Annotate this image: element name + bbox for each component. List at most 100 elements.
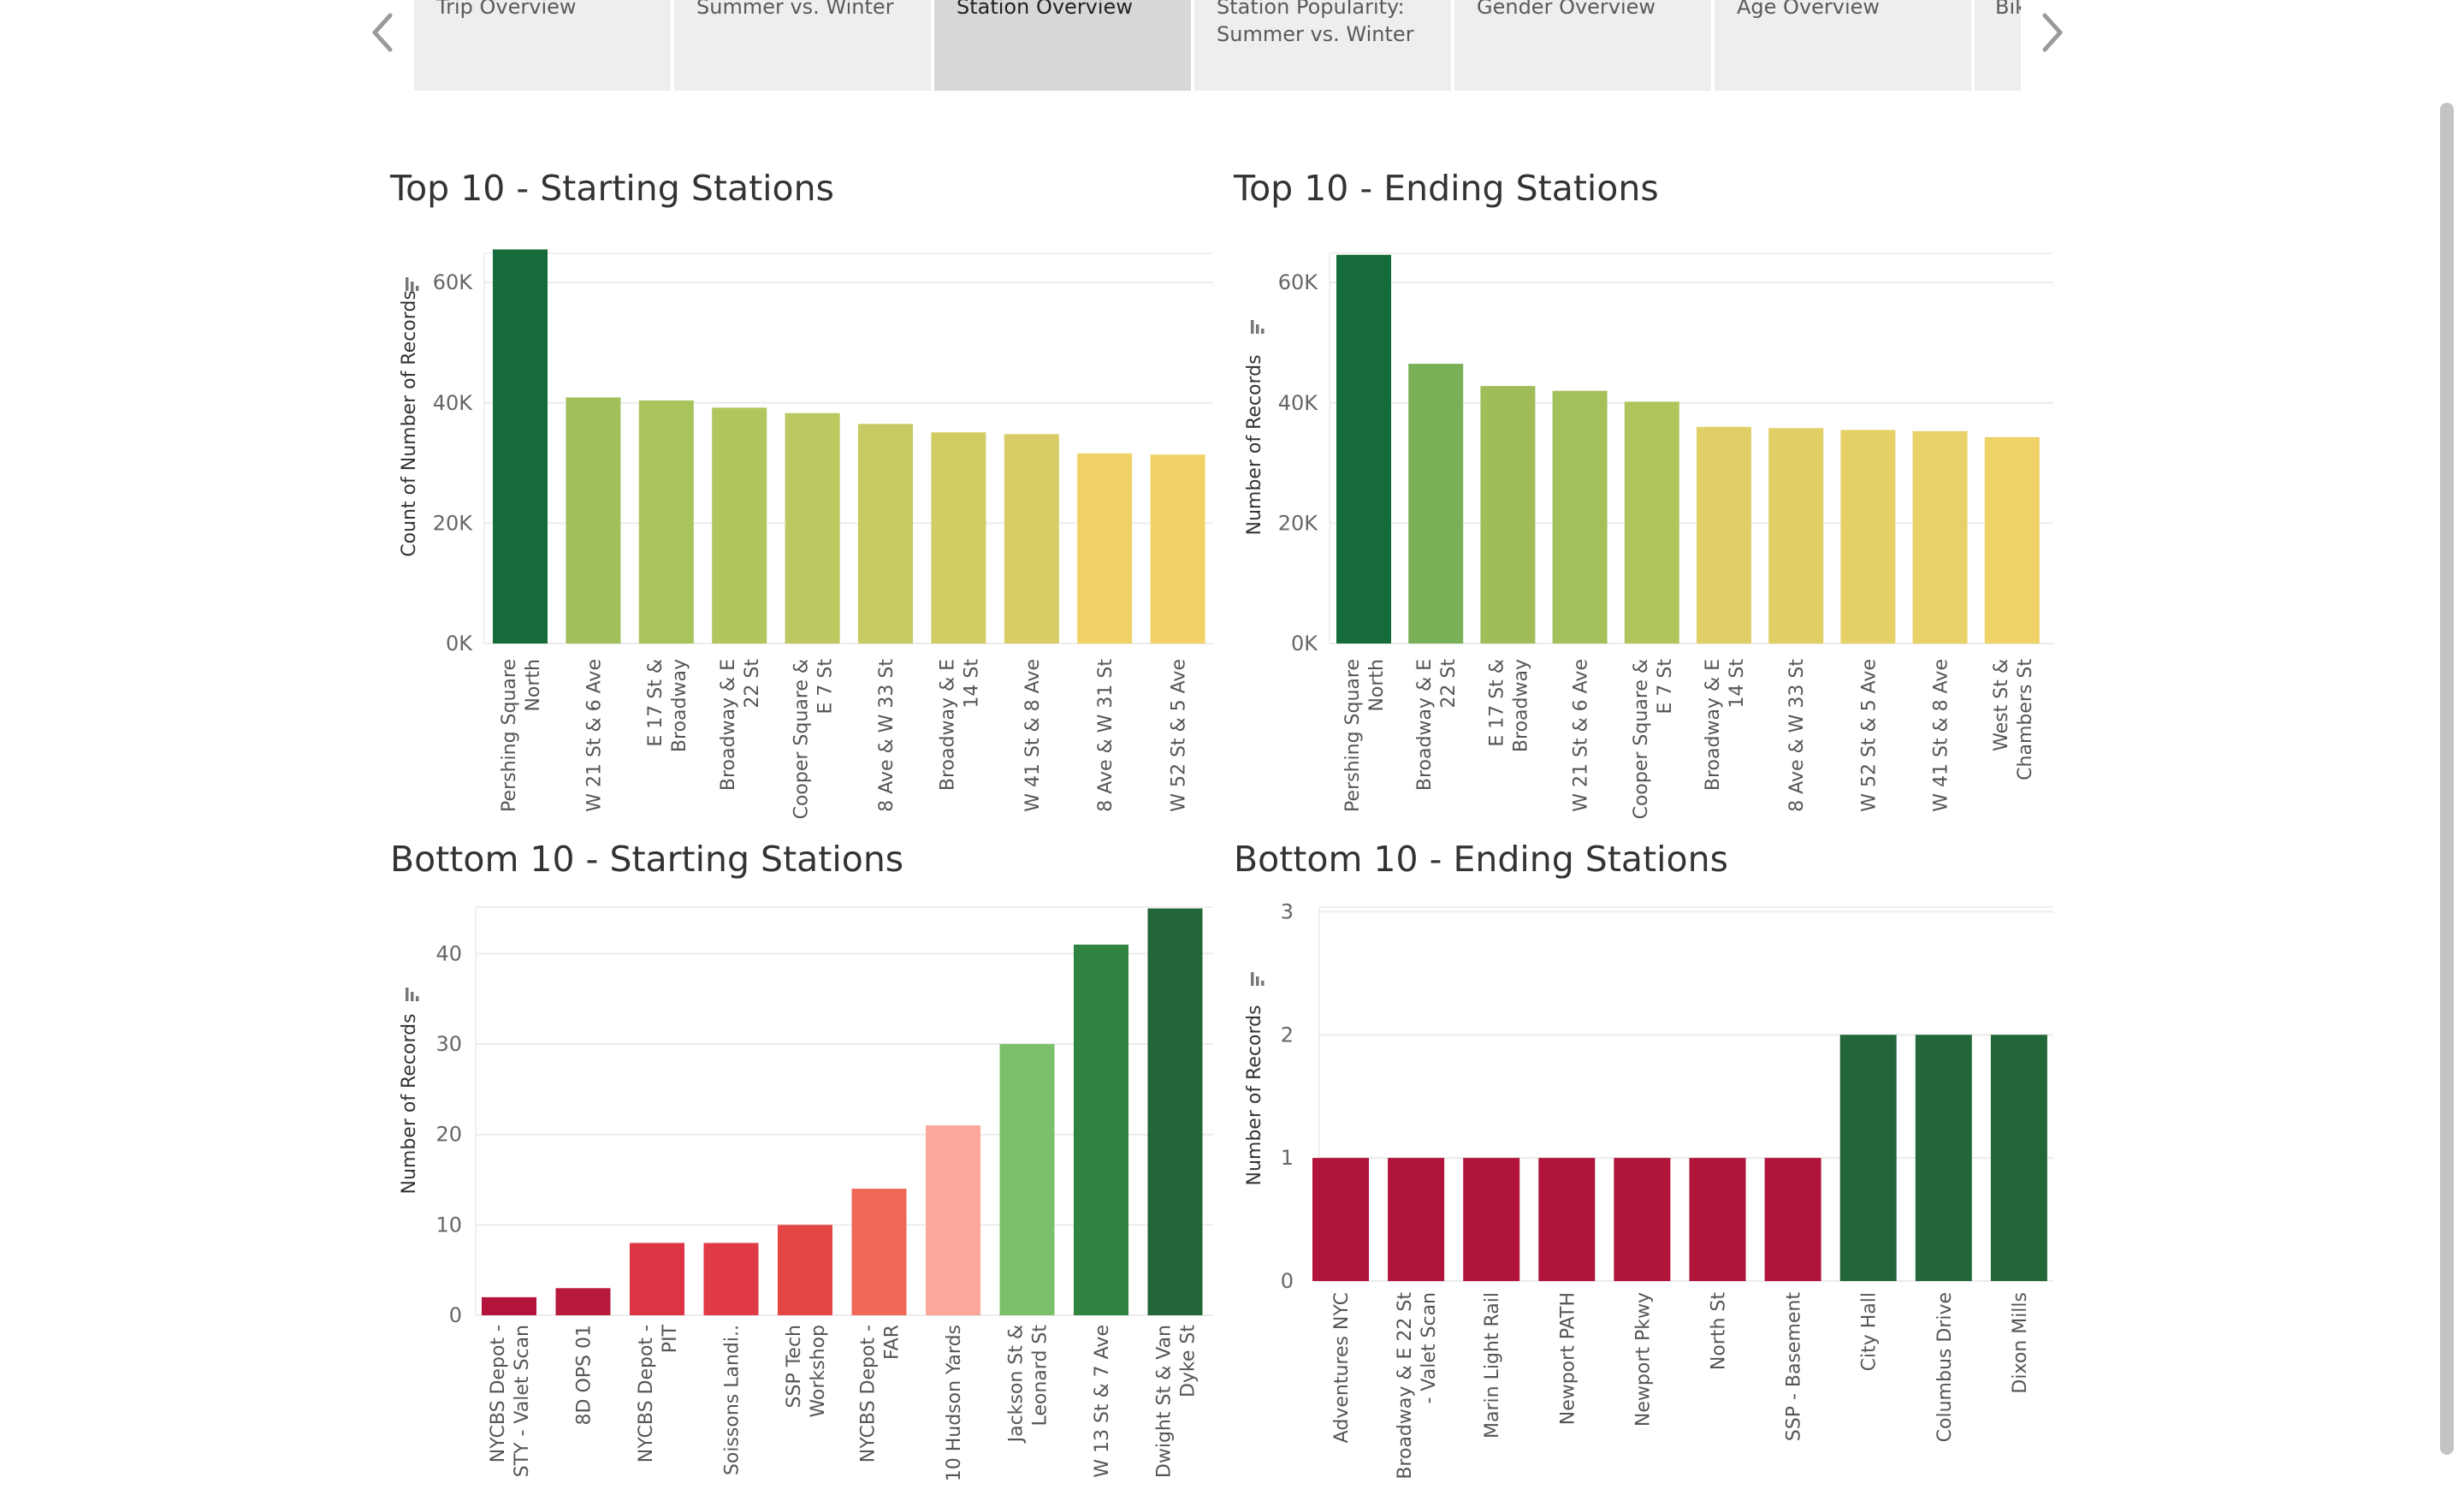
x-tick-label: SSP Tech [784,1325,805,1408]
x-tick-label: Columbus Drive [1934,1292,1956,1442]
x-tick-label: W 21 St & 6 Ave [583,659,605,812]
tab-age-overview[interactable]: Age Overview [1715,0,1971,91]
x-tick-label: Jackson St & [1006,1325,1028,1444]
bar[interactable] [1984,436,2040,644]
bar[interactable] [1336,254,1391,644]
x-tick-label: City Hall [1859,1292,1881,1371]
sort-icon-bar [1251,320,1254,334]
x-tick-label: Cooper Square & [1631,659,1652,819]
bar[interactable] [1463,1158,1520,1281]
x-tick-label: Dyke St [1178,1325,1199,1397]
y-tick-label: 1 [1281,1146,1294,1170]
x-tick-label: Broadway & E [1414,659,1436,791]
x-tick-label: 8D OPS 01 [574,1325,595,1425]
bar[interactable] [1840,430,1896,644]
bar[interactable] [1480,386,1536,644]
bar[interactable] [1839,1035,1897,1281]
y-axis-label: Number of Records [1244,1005,1265,1185]
x-tick-label: Broadway & E 22 St [1395,1292,1416,1480]
bar[interactable] [851,1189,907,1315]
bar[interactable] [1077,453,1133,644]
x-tick-label: E 17 St & [645,659,666,747]
x-tick-label: Broadway & E [937,659,958,791]
x-tick-label: Chambers St [2015,659,2036,780]
y-tick-label: 0K [1291,632,1318,656]
x-tick-label: W 52 St & 5 Ave [1169,659,1190,812]
y-tick-label: 0 [449,1303,462,1327]
bar[interactable] [493,249,548,644]
x-tick-label: North [523,659,544,712]
x-tick-label: W 13 St & 7 Ave [1092,1325,1113,1478]
chart-bottom-ending: 0 1 2 3 Number of Records Adventures NYC Broad… [1244,899,2053,1480]
x-tick-label: Cooper Square & [791,659,813,819]
chart-title-top-starting: Top 10 - Starting Stations [390,168,834,209]
y-tick-label: 40K [1278,391,1319,415]
bar[interactable] [926,1125,980,1315]
bar[interactable] [1538,1158,1596,1281]
tab-station-popularity[interactable]: Station Popularity: Summer vs. Winter [1194,0,1451,91]
tab-station-overview[interactable]: Station Overview [934,0,1191,91]
bar[interactable] [482,1296,536,1315]
x-tick-label: West St & [1991,659,2012,751]
bar[interactable] [1004,434,1059,644]
bar[interactable] [785,412,840,644]
tab-trip-overview[interactable]: Trip Overview [414,0,671,91]
y-tick-label: 20K [433,511,474,535]
y-axis-label: Number of Records [399,1013,420,1194]
chart-title-bottom-starting: Bottom 10 - Starting Stations [390,839,904,880]
bar[interactable] [1552,390,1608,644]
x-tick-label: Pershing Square [499,659,520,812]
sort-icon[interactable] [406,988,419,1001]
sort-icon[interactable] [1251,972,1265,986]
bar[interactable] [1150,454,1205,644]
sort-icon-bar [406,277,409,291]
bar[interactable] [1990,1035,2047,1281]
x-tick-label: 10 Hudson Yards [944,1325,965,1481]
y-tick-label: 40 [435,941,462,965]
bar[interactable] [858,424,913,644]
bar[interactable] [630,1243,684,1315]
x-tick-label: Broadway & E [718,659,739,791]
chevron-left-icon[interactable] [366,7,400,58]
bar[interactable] [555,1288,611,1315]
x-tick-label: 22 St [742,659,763,709]
sort-icon-bar [1261,981,1265,986]
bar[interactable] [703,1243,759,1315]
bar[interactable] [1147,908,1203,1315]
bar[interactable] [1312,1158,1369,1281]
x-tick-label: W 41 St & 8 Ave [1931,659,1952,812]
y-tick-label: 60K [1278,270,1319,294]
bar[interactable] [1388,1158,1445,1281]
x-tick-label: North [1366,659,1388,712]
tab-summer-vs-winter[interactable]: Summer vs. Winter [674,0,931,91]
chevron-right-icon[interactable] [2035,7,2069,58]
bar[interactable] [1912,430,1968,644]
bar[interactable] [566,397,621,644]
bar[interactable] [638,400,694,644]
x-tick-label: NYCBS Depot - [858,1325,880,1462]
sort-icon-bar [1256,324,1259,334]
x-tick-label: Leonard St [1030,1325,1051,1427]
bar[interactable] [931,432,986,644]
bar[interactable] [1624,401,1679,644]
bar[interactable] [778,1225,832,1315]
bar[interactable] [1689,1158,1746,1281]
y-tick-label: 2 [1281,1023,1294,1047]
x-tick-label: E 7 St [1655,659,1676,715]
tab-gender-overview[interactable]: Gender Overview [1454,0,1711,91]
sort-icon[interactable] [406,277,419,291]
bar[interactable] [1915,1035,1972,1281]
sort-icon-bar [1261,329,1265,334]
bar[interactable] [1768,428,1824,644]
bar[interactable] [1764,1158,1821,1281]
bar[interactable] [712,407,767,644]
chart-title-top-ending: Top 10 - Ending Stations [1234,168,1659,209]
bar[interactable] [1614,1158,1671,1281]
bar[interactable] [1697,426,1751,644]
bar[interactable] [999,1044,1055,1315]
bar[interactable] [1408,364,1464,644]
bar[interactable] [1074,944,1128,1315]
scrollbar-thumb[interactable] [2440,103,2454,1455]
sort-icon[interactable] [1251,320,1265,334]
tab-bike-overview[interactable]: Bik [1975,0,2021,91]
